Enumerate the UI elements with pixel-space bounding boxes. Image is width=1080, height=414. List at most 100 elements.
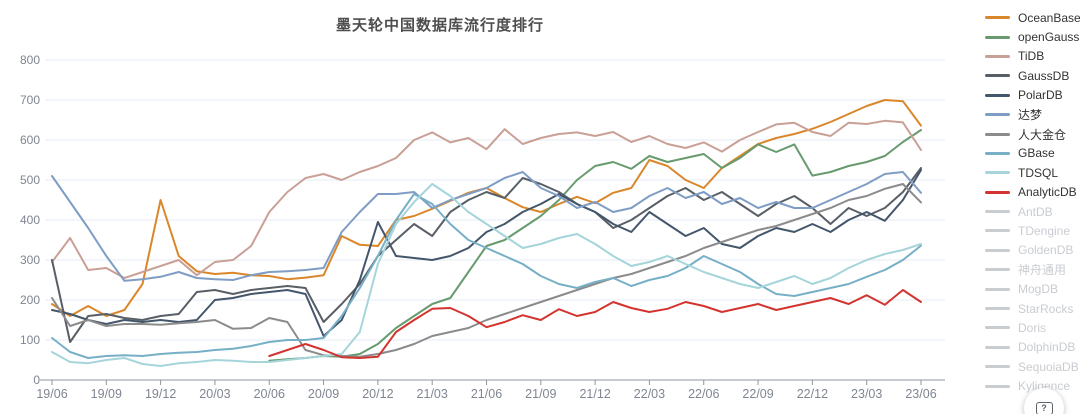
legend-item-DolphinDB[interactable]: DolphinDB (985, 338, 1080, 357)
legend-label: Kyligence (1018, 379, 1071, 394)
legend-label: OceanBase (1018, 10, 1080, 25)
legend-item-TiDB[interactable]: TiDB (985, 47, 1080, 66)
x-axis-tick-label: 20/09 (308, 387, 339, 401)
legend-item-GoldenDB[interactable]: GoldenDB (985, 241, 1080, 260)
series-line-TDSQL (51, 183, 922, 367)
chart-title: 墨天轮中国数据库流行度排行 (335, 17, 544, 34)
x-axis-tick-label: 22/12 (797, 387, 828, 401)
help-button[interactable]: ? (1024, 388, 1064, 414)
y-axis-tick-label: 700 (20, 93, 40, 107)
legend-line-swatch (985, 345, 1010, 349)
legend-line-swatch (985, 287, 1010, 291)
legend: OceanBase openGauss TiDB GaussDB PolarDB 达梦人大… (985, 8, 1080, 396)
x-axis-tick-label: 21/03 (417, 387, 448, 401)
legend-label: Doris (1018, 320, 1047, 335)
legend-line-swatch (985, 268, 1010, 272)
legend-line-swatch (985, 54, 1010, 58)
y-axis-tick-label: 800 (20, 53, 40, 67)
legend-line-swatch (985, 93, 1010, 97)
x-axis-tick-label: 19/06 (36, 387, 67, 401)
x-axis-tick-label: 19/12 (145, 387, 176, 401)
x-axis-tick-label: 21/12 (579, 387, 610, 401)
legend-line-swatch (985, 248, 1010, 252)
series-line-TiDB (51, 119, 922, 279)
legend-item-AnalyticDB[interactable]: AnalyticDB (985, 183, 1080, 202)
legend-label: TDSQL (1018, 165, 1059, 180)
legend-line-swatch (985, 171, 1010, 175)
series-line-人大金仓 (51, 183, 922, 358)
legend-item-Kyligence[interactable]: Kyligence (985, 376, 1080, 395)
series-line-openGauss (268, 129, 922, 362)
legend-line-swatch (985, 307, 1010, 311)
y-axis-tick-label: 100 (20, 333, 40, 347)
legend-label: TDengine (1018, 223, 1071, 238)
legend-line-swatch (985, 229, 1010, 233)
legend-item-人大金仓[interactable]: 人大金仓 (985, 124, 1080, 143)
legend-label: StarRocks (1018, 301, 1074, 316)
y-axis-tick-label: 400 (20, 213, 40, 227)
series-line-AnalyticDB (268, 289, 922, 359)
legend-item-StarRocks[interactable]: StarRocks (985, 299, 1080, 318)
legend-item-Doris[interactable]: Doris (985, 318, 1080, 337)
series-line-达梦 (51, 171, 922, 282)
legend-label: AntDB (1018, 204, 1053, 219)
series-line-PolarDB (51, 169, 922, 337)
legend-label: GoldenDB (1018, 243, 1074, 258)
legend-label: 神舟通用 (1018, 263, 1067, 278)
legend-item-TDengine[interactable]: TDengine (985, 221, 1080, 240)
legend-line-swatch (985, 210, 1010, 214)
legend-label: GBase (1018, 146, 1055, 161)
x-axis-tick-label: 21/09 (525, 387, 556, 401)
y-axis-tick-label: 200 (20, 293, 40, 307)
legend-item-GaussDB[interactable]: GaussDB (985, 66, 1080, 85)
legend-label: AnalyticDB (1018, 185, 1077, 200)
legend-line-swatch (985, 113, 1010, 117)
legend-line-swatch (985, 16, 1010, 20)
legend-line-swatch (985, 74, 1010, 78)
x-axis-tick-label: 22/03 (634, 387, 665, 401)
legend-label: MogDB (1018, 282, 1059, 297)
series-line-GaussDB (51, 167, 922, 343)
x-axis-tick-label: 21/06 (471, 387, 502, 401)
legend-item-GBase[interactable]: GBase (985, 144, 1080, 163)
help-shortcut-icon: ? (1035, 401, 1053, 414)
y-axis-tick-label: 0 (33, 373, 40, 387)
legend-item-OceanBase[interactable]: OceanBase (985, 8, 1080, 27)
y-axis-tick-label: 600 (20, 133, 40, 147)
legend-label: DolphinDB (1018, 340, 1076, 355)
legend-item-MogDB[interactable]: MogDB (985, 279, 1080, 298)
legend-line-swatch (985, 132, 1010, 136)
legend-item-openGauss[interactable]: openGauss (985, 27, 1080, 46)
x-axis-tick-label: 20/12 (362, 387, 393, 401)
x-axis-tick-label: 20/03 (199, 387, 230, 401)
x-axis-tick-label: 23/03 (851, 387, 882, 401)
legend-label: 人大金仓 (1018, 127, 1067, 142)
x-axis-tick-label: 20/06 (254, 387, 285, 401)
legend-line-swatch (985, 326, 1010, 330)
legend-item-TDSQL[interactable]: TDSQL (985, 163, 1080, 182)
series-line-OceanBase (51, 99, 922, 317)
x-axis-tick-label: 23/06 (905, 387, 936, 401)
x-axis-tick-label: 22/06 (688, 387, 719, 401)
x-axis-tick-label: 19/09 (91, 387, 122, 401)
y-axis-tick-label: 500 (20, 173, 40, 187)
series-line-GBase (51, 193, 922, 359)
legend-item-AntDB[interactable]: AntDB (985, 202, 1080, 221)
legend-label: PolarDB (1018, 88, 1063, 103)
legend-line-swatch (985, 151, 1010, 155)
legend-label: GaussDB (1018, 68, 1070, 83)
legend-item-达梦[interactable]: 达梦 (985, 105, 1080, 124)
legend-item-神舟通用[interactable]: 神舟通用 (985, 260, 1080, 279)
legend-label: TiDB (1018, 49, 1045, 64)
legend-line-swatch (985, 190, 1010, 194)
legend-label: SequoiaDB (1018, 359, 1079, 374)
y-axis-tick-label: 300 (20, 253, 40, 267)
legend-item-SequoiaDB[interactable]: SequoiaDB (985, 357, 1080, 376)
legend-item-PolarDB[interactable]: PolarDB (985, 86, 1080, 105)
legend-label: openGauss (1018, 30, 1080, 45)
legend-line-swatch (985, 365, 1010, 369)
legend-line-swatch (985, 384, 1010, 388)
legend-line-swatch (985, 35, 1010, 39)
